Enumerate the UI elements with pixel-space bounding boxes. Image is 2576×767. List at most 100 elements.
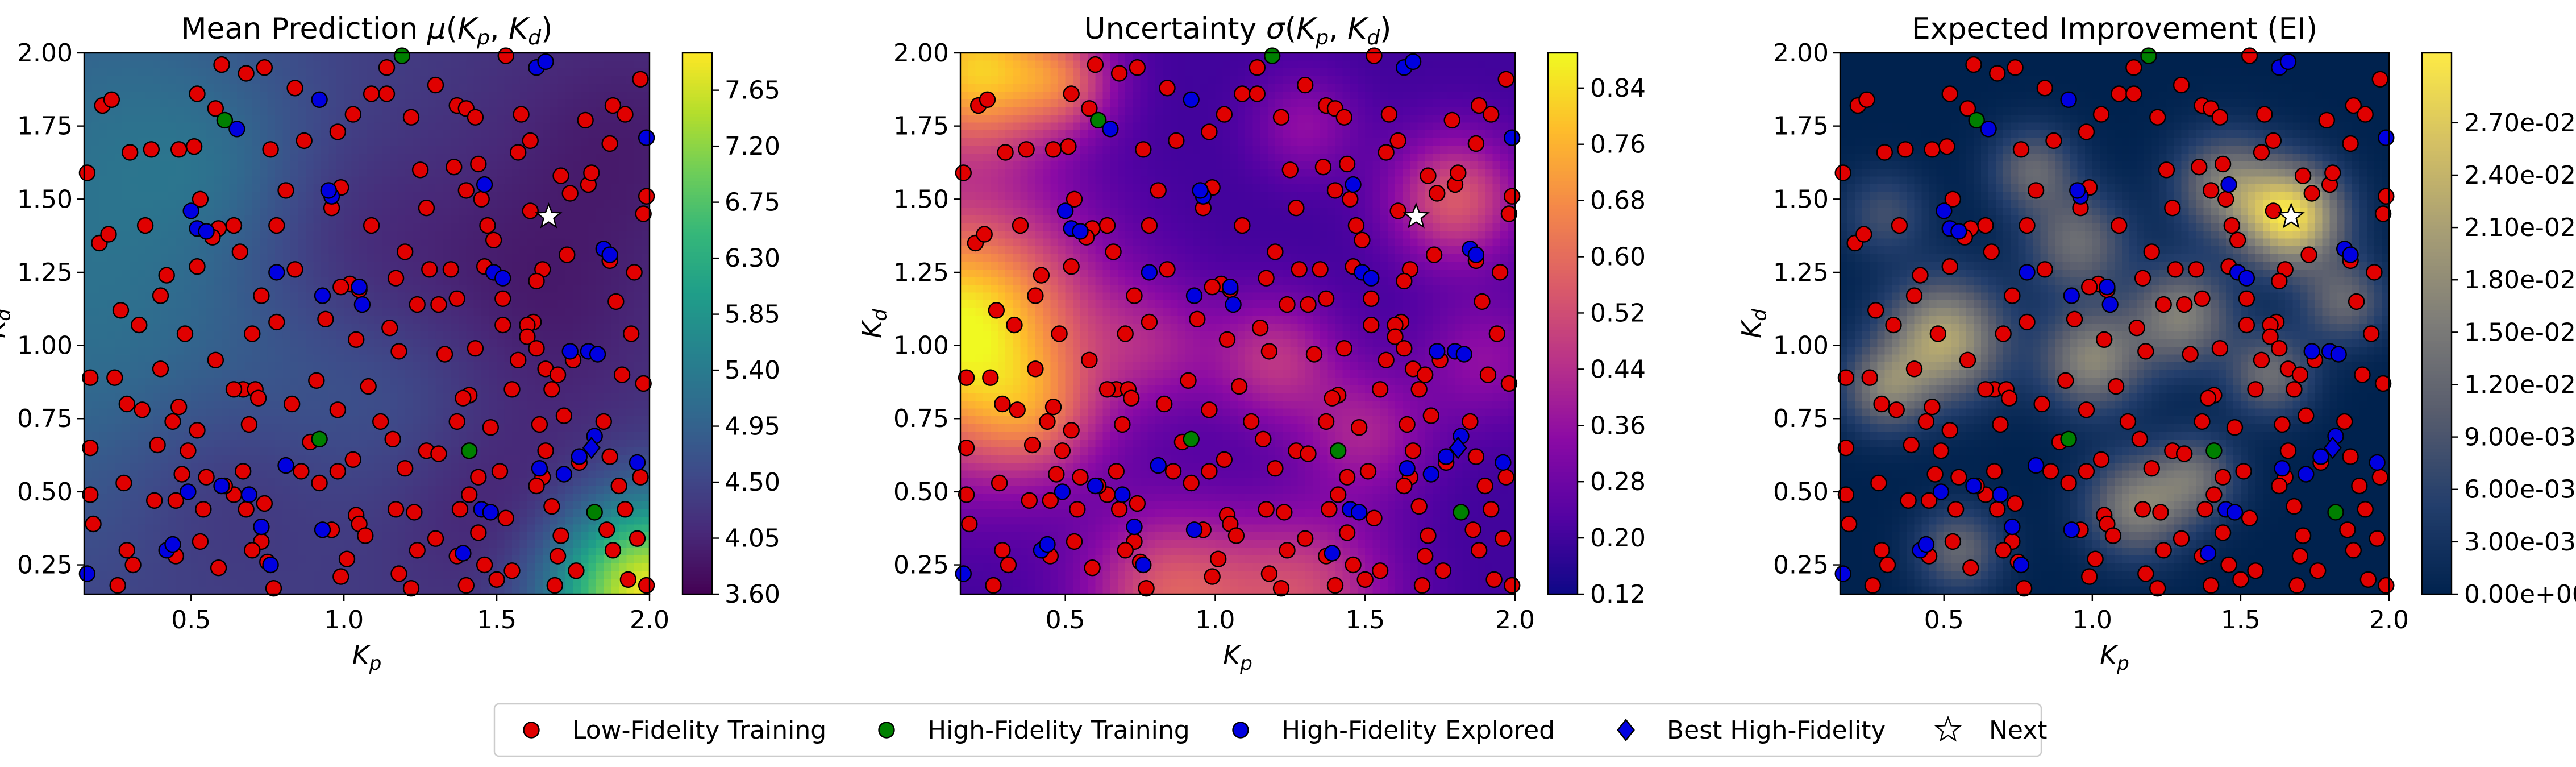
low-fidelity-point — [1072, 469, 1089, 486]
low-fidelity-point — [546, 577, 563, 594]
title-segment: p — [1315, 26, 1329, 49]
low-fidelity-point — [476, 556, 493, 574]
legend-label: Low-Fidelity Training — [572, 716, 826, 745]
high-fidelity-explored-point — [2069, 182, 2086, 199]
low-fidelity-point — [2286, 497, 2303, 515]
high-fidelity-explored-point — [571, 448, 588, 465]
plot-frame — [959, 52, 1516, 595]
low-fidelity-point — [976, 226, 993, 243]
high-fidelity-explored-point — [311, 91, 328, 109]
low-fidelity-point — [265, 579, 282, 597]
low-fidelity-point — [1483, 501, 1500, 518]
low-fidelity-point — [2019, 313, 2036, 331]
low-fidelity-point — [2111, 85, 2128, 102]
low-fidelity-point — [1870, 474, 1887, 492]
high-fidelity-explored-point — [2279, 53, 2297, 71]
low-fidelity-point — [1378, 144, 1395, 161]
colorbar-tick-label: 4.05 — [725, 524, 780, 553]
high-fidelity-explored-point — [2274, 460, 2291, 477]
high-fidelity-explored-point — [1834, 565, 1851, 582]
low-fidelity-point — [1965, 56, 1982, 73]
low-fidelity-point — [482, 419, 499, 436]
low-fidelity-point — [457, 182, 475, 199]
high-fidelity-explored-point — [1950, 223, 1967, 240]
low-fidelity-point — [82, 369, 99, 386]
low-fidelity-point — [491, 463, 509, 480]
low-fidelity-point — [1479, 366, 1497, 383]
low-fidelity-point — [604, 97, 622, 114]
low-fidelity-point — [622, 325, 640, 342]
low-fidelity-point — [1840, 515, 1858, 533]
low-fidelity-point — [1012, 217, 1029, 234]
high-fidelity-explored-point — [268, 264, 285, 281]
low-fidelity-point — [1098, 217, 1116, 234]
low-fidelity-point — [1321, 501, 1338, 518]
title-segment: ) — [541, 12, 552, 46]
low-fidelity-point — [635, 205, 652, 222]
low-fidelity-point — [384, 430, 401, 447]
high-fidelity-explored-point — [955, 565, 972, 582]
low-fidelity-point — [124, 556, 142, 574]
high-fidelity-explored-point — [277, 457, 294, 474]
low-fidelity-point — [1335, 109, 1353, 126]
low-fidelity-point — [2374, 205, 2392, 222]
title-segment: K — [1347, 12, 1369, 46]
x-tick-label: 1.0 — [2073, 606, 2112, 635]
low-fidelity-point — [617, 106, 634, 123]
low-fidelity-point — [2182, 346, 2199, 363]
low-fidelity-point — [256, 495, 273, 512]
high-fidelity-explored-point — [2199, 545, 2217, 562]
x-tick-label: 1.5 — [1345, 606, 1385, 635]
low-fidelity-point — [1249, 85, 1266, 102]
low-fidelity-point — [470, 524, 487, 541]
high-fidelity-explored-point — [1141, 264, 1158, 281]
low-fidelity-point — [2066, 310, 2083, 327]
low-fidelity-point — [1491, 264, 1509, 281]
low-fidelity-point — [1467, 135, 1485, 152]
low-fidelity-point — [1129, 59, 1146, 76]
low-fidelity-point — [1087, 56, 1104, 73]
low-fidelity-point — [442, 261, 460, 278]
low-fidelity-point — [2214, 155, 2232, 173]
high-fidelity-explored-point — [1114, 486, 1131, 503]
low-fidelity-point — [238, 65, 255, 82]
low-fidelity-point — [2167, 261, 2184, 278]
low-fidelity-point — [378, 59, 396, 76]
low-fidelity-point — [626, 264, 643, 281]
low-fidelity-point — [2131, 430, 2149, 447]
high-fidelity-explored-point — [1039, 536, 1056, 553]
low-fidelity-point — [2339, 521, 2356, 538]
y-tick-label: 1.50 — [893, 185, 949, 214]
high-fidelity-training-point — [461, 442, 478, 459]
low-fidelity-point — [470, 155, 487, 173]
subplot-1: 0.5 1.0 1.5 2.0 0.25 0.50 0.75 1.00 1.25 1.50 1.75… — [0, 12, 780, 675]
low-fidelity-point — [1464, 521, 1481, 538]
low-fidelity-point — [2196, 501, 2214, 518]
low-fidelity-point — [2194, 290, 2211, 307]
title-segment: K — [509, 12, 530, 46]
high-fidelity-training-point — [1263, 47, 1281, 64]
low-fidelity-point — [2324, 164, 2341, 181]
low-fidelity-point — [363, 217, 380, 234]
low-fidelity-point — [1044, 399, 1062, 416]
low-fidelity-point — [455, 389, 472, 407]
colorbar — [1548, 53, 1578, 595]
low-fidelity-point — [1497, 469, 1514, 486]
low-fidelity-point — [1873, 542, 1890, 559]
low-fidelity-point — [638, 188, 655, 205]
low-fidelity-point — [2214, 469, 2232, 486]
low-fidelity-point — [446, 159, 463, 176]
y-tick-label: 0.50 — [1773, 478, 1829, 507]
low-fidelity-point — [2164, 200, 2181, 217]
low-fidelity-point — [1425, 246, 1443, 263]
title-segment: σ — [1266, 12, 1286, 46]
low-fidelity-point — [1389, 132, 1406, 150]
low-fidelity-point — [1335, 340, 1353, 357]
high-fidelity-explored-point — [1455, 346, 1473, 363]
low-fidelity-point — [1497, 71, 1514, 88]
colorbar-tick-label: 0.12 — [1590, 580, 1646, 609]
low-fidelity-point — [1420, 167, 1437, 184]
low-fidelity-point — [632, 469, 649, 486]
low-fidelity-point — [613, 366, 631, 383]
